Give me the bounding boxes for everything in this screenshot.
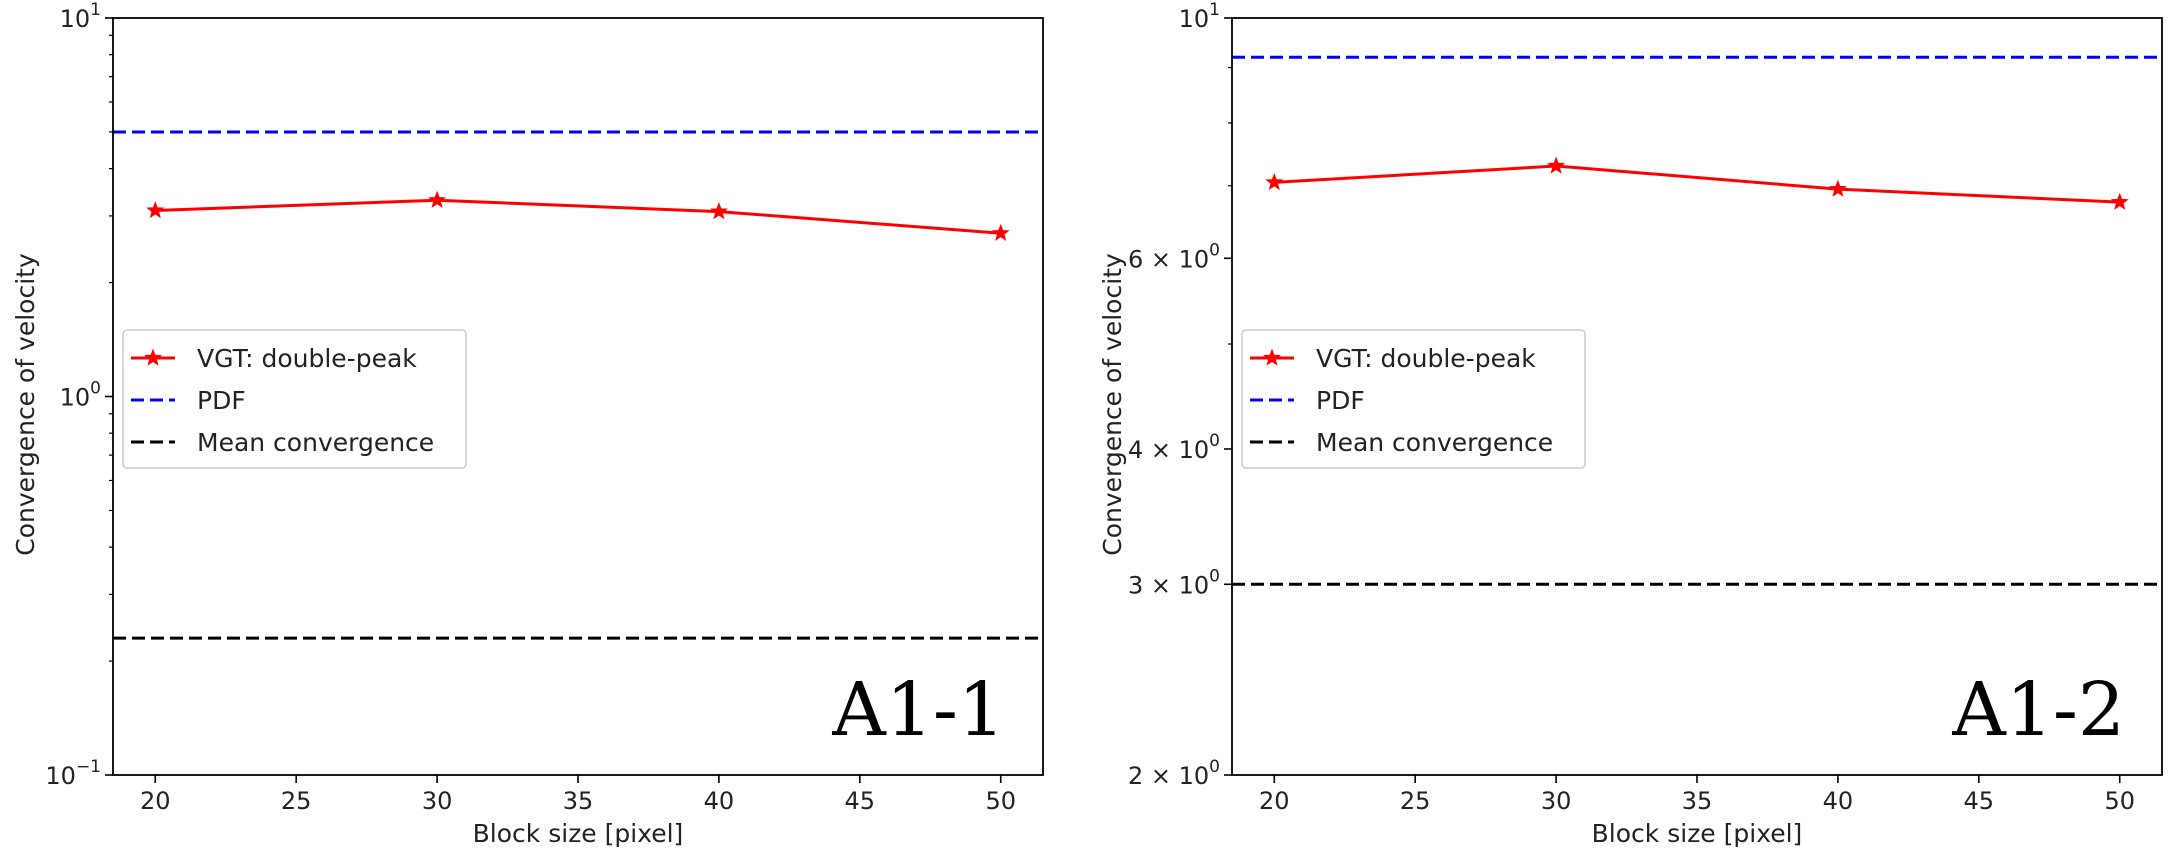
y-tick-label: 101 — [1179, 0, 1220, 33]
legend-entry: PDF — [1316, 386, 1365, 415]
x-tick-label: 35 — [1682, 787, 1713, 815]
y-tick-label: 3 × 100 — [1128, 566, 1220, 599]
legend-star-marker — [144, 348, 162, 366]
series-vgt-line — [1274, 164, 2120, 204]
legend-entry: Mean convergence — [197, 428, 434, 457]
x-tick-label: 50 — [985, 787, 1016, 815]
y-axis-label: Convergence of velocity — [11, 253, 40, 556]
panel-label: A1-1 — [831, 667, 1005, 753]
legend: VGT: double-peak PDF Mean convergence — [1241, 329, 1586, 469]
x-tick-label: 20 — [140, 787, 171, 815]
data-point-star — [991, 223, 1010, 241]
x-tick-label: 45 — [845, 787, 876, 815]
legend-entry: VGT: double-peak — [1316, 344, 1536, 373]
legend-box — [122, 329, 467, 469]
legend-entry: Mean convergence — [1316, 428, 1553, 457]
y-tick-label: 6 × 100 — [1128, 240, 1220, 273]
x-axis-label: Block size [pixel] — [473, 819, 684, 848]
x-axis-label: Block size [pixel] — [1592, 819, 1803, 848]
y-axis-label: Convergence of velocity — [1098, 253, 1127, 556]
x-tick-label: 40 — [704, 787, 735, 815]
y-tick-label-base: 2 × 10 — [1128, 762, 1209, 790]
y-tick-label-exponent: 0 — [1209, 757, 1220, 777]
y-tick-label: 100 — [60, 379, 101, 412]
y-tick-label-base: 10 — [60, 5, 91, 33]
y-tick-label: 2 × 100 — [1128, 757, 1220, 790]
data-point-star — [709, 202, 728, 220]
data-point-star — [1828, 179, 1847, 197]
y-tick-label: 4 × 100 — [1128, 431, 1220, 464]
legend: VGT: double-peak PDF Mean convergence — [122, 329, 467, 469]
y-tick-label-base: 10 — [45, 762, 76, 790]
y-tick-label: 10−1 — [45, 757, 101, 790]
y-tick-label: 101 — [60, 0, 101, 33]
legend-star-marker — [1263, 348, 1281, 366]
data-point-star — [2110, 192, 2129, 210]
y-tick-label-base: 4 × 10 — [1128, 436, 1209, 464]
y-tick-label-base: 6 × 10 — [1128, 245, 1209, 273]
plot-frame — [1231, 17, 2163, 776]
data-point-star — [1547, 156, 1566, 174]
x-tick-label: 30 — [1541, 787, 1572, 815]
y-tick-label-base: 10 — [1179, 5, 1210, 33]
y-tick-label-exponent: 1 — [90, 0, 101, 20]
plot-frame — [112, 17, 1044, 776]
y-tick-label-base: 3 × 10 — [1128, 571, 1209, 599]
legend-entry: VGT: double-peak — [197, 344, 417, 373]
x-tick-label: 25 — [281, 787, 312, 815]
legend-entry: PDF — [197, 386, 246, 415]
x-tick-label: 20 — [1259, 787, 1290, 815]
x-tick-label: 30 — [422, 787, 453, 815]
y-tick-label-exponent: 1 — [1209, 0, 1220, 20]
y-tick-label-exponent: 0 — [90, 379, 101, 399]
legend-box — [1241, 329, 1586, 469]
y-tick-label-exponent: 0 — [1209, 566, 1220, 586]
x-tick-label: 50 — [2104, 787, 2135, 815]
y-tick-label-exponent: 0 — [1209, 240, 1220, 260]
y-tick-label-exponent: 0 — [1209, 431, 1220, 451]
data-point-star — [1265, 173, 1284, 191]
data-point-star — [146, 201, 165, 219]
data-point-star — [428, 190, 447, 208]
series-vgt-line — [155, 198, 1001, 235]
x-tick-label: 40 — [1823, 787, 1854, 815]
x-tick-label: 35 — [563, 787, 594, 815]
x-tick-label: 25 — [1400, 787, 1431, 815]
panel-label: A1-2 — [1951, 667, 2125, 753]
y-tick-label-base: 10 — [60, 384, 91, 412]
y-tick-label-exponent: −1 — [76, 757, 101, 777]
x-tick-label: 45 — [1964, 787, 1995, 815]
